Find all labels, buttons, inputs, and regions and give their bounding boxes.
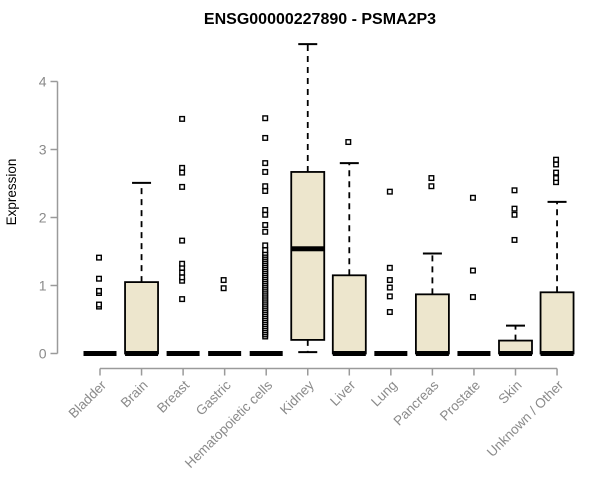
boxplot-liver xyxy=(331,139,367,356)
outlier-point-breast xyxy=(179,296,186,303)
plot-area xyxy=(83,43,575,356)
outlier-point-unknown-other xyxy=(553,169,560,176)
outlier-point-breast xyxy=(179,269,186,276)
outlier-point-breast xyxy=(179,237,186,244)
y-tick-label: 4 xyxy=(39,74,47,90)
x-tick-label-brain: Brain xyxy=(118,378,151,411)
boxplot-breast xyxy=(166,115,200,356)
box-pancreas xyxy=(414,293,450,355)
outlier-point-lung xyxy=(386,309,393,316)
y-tick-label: 0 xyxy=(39,346,47,362)
median-liver xyxy=(332,351,366,356)
box-brain xyxy=(124,281,159,355)
outlier-point-bladder xyxy=(95,301,102,308)
x-tick-label-liver: Liver xyxy=(327,377,359,409)
box-unknown-other xyxy=(539,291,575,355)
outlier-point-hematopoietic-cells xyxy=(262,207,269,214)
outlier-point-hematopoietic-cells xyxy=(262,168,269,175)
outlier-point-hematopoietic-cells xyxy=(262,247,269,254)
median-pancreas xyxy=(415,351,449,356)
y-tick-label: 1 xyxy=(39,278,47,294)
outlier-point-unknown-other xyxy=(553,175,560,182)
outlier-point-pancreas xyxy=(428,183,435,190)
median-brain xyxy=(125,351,159,356)
chart-title: ENSG00000227890 - PSMA2P3 xyxy=(204,11,436,28)
x-tick-label-prostate: Prostate xyxy=(437,378,483,424)
boxplot-hematopoietic-cells xyxy=(249,115,283,356)
outlier-point-skin xyxy=(511,211,518,218)
outlier-point-prostate xyxy=(469,267,476,274)
outlier-point-lung xyxy=(386,277,393,284)
boxplot-skin xyxy=(498,187,533,356)
outlier-point-breast xyxy=(179,164,186,171)
outlier-point-skin xyxy=(511,205,518,212)
median-prostate xyxy=(457,351,491,356)
x-tick-label-bladder: Bladder xyxy=(66,377,110,421)
outlier-point-hematopoietic-cells xyxy=(262,242,269,249)
outlier-point-skin xyxy=(511,236,518,243)
outlier-point-hematopoietic-cells xyxy=(262,134,269,141)
y-axis-title: Expression xyxy=(4,159,19,226)
outlier-point-lung xyxy=(386,284,393,291)
median-breast xyxy=(166,351,200,356)
box-kidney xyxy=(290,171,326,341)
x-tick-label-lung: Lung xyxy=(368,378,400,410)
boxplot-prostate xyxy=(457,194,491,356)
boxplot-kidney xyxy=(290,43,326,354)
outlier-point-hematopoietic-cells xyxy=(262,187,269,194)
outlier-point-breast xyxy=(179,115,186,122)
x-tick-label-gastric: Gastric xyxy=(193,377,234,418)
median-bladder xyxy=(83,351,117,356)
median-skin xyxy=(499,351,532,356)
y-tick-label: 2 xyxy=(39,210,47,226)
boxplot-pancreas xyxy=(414,175,450,356)
outlier-point-prostate xyxy=(469,294,476,301)
x-tick-label-unknown-other: Unknown / Other xyxy=(484,377,567,460)
outlier-point-breast xyxy=(179,169,186,176)
outlier-point-unknown-other xyxy=(553,161,560,168)
outlier-point-gastric xyxy=(220,277,227,284)
outlier-point-hematopoietic-cells xyxy=(262,160,269,167)
outlier-point-breast xyxy=(179,183,186,190)
x-tick-label-kidney: Kidney xyxy=(277,377,317,417)
outlier-point-prostate xyxy=(469,194,476,201)
boxplot-brain xyxy=(124,181,159,356)
outlier-point-lung xyxy=(386,293,393,300)
outlier-point-hematopoietic-cells xyxy=(262,211,269,218)
outlier-point-lung xyxy=(386,264,393,271)
box-liver xyxy=(331,274,367,355)
outlier-point-unknown-other xyxy=(553,156,560,163)
outlier-point-bladder xyxy=(95,287,102,294)
x-tick-label-breast: Breast xyxy=(154,377,192,415)
x-tick-label-skin: Skin xyxy=(495,378,524,407)
outlier-point-gastric xyxy=(220,285,227,292)
median-kidney xyxy=(291,246,325,252)
x-tick-label-pancreas: Pancreas xyxy=(391,377,442,428)
outlier-point-breast xyxy=(179,274,186,281)
outlier-point-hematopoietic-cells xyxy=(262,228,269,235)
outlier-point-pancreas xyxy=(428,175,435,182)
outlier-point-liver xyxy=(345,139,352,146)
outlier-point-breast xyxy=(179,260,186,267)
outlier-point-skin xyxy=(511,187,518,194)
boxplot-bladder xyxy=(83,254,117,356)
outlier-point-bladder xyxy=(95,275,102,282)
boxplot-lung xyxy=(374,188,408,356)
median-gastric xyxy=(208,351,242,356)
outlier-point-bladder xyxy=(95,254,102,261)
outlier-point-lung xyxy=(386,188,393,195)
median-hematopoietic-cells xyxy=(249,351,283,356)
median-lung xyxy=(374,351,408,356)
outlier-point-hematopoietic-cells xyxy=(262,183,269,190)
outlier-point-hematopoietic-cells xyxy=(262,115,269,122)
y-tick-label: 3 xyxy=(39,142,47,158)
outlier-point-hematopoietic-cells xyxy=(262,221,269,228)
median-unknown-other xyxy=(540,351,574,356)
boxplot-gastric xyxy=(208,277,242,356)
boxplot-unknown-other xyxy=(539,156,575,356)
